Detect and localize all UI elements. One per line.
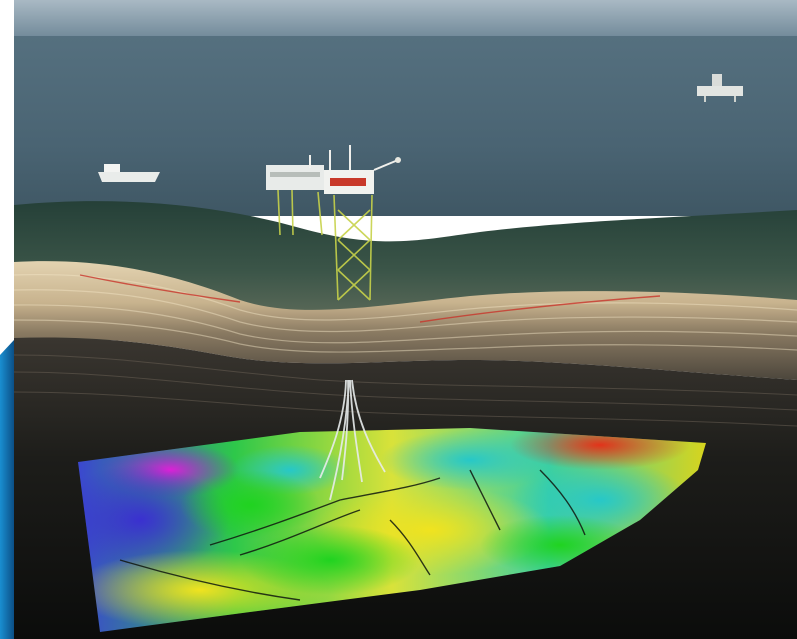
reservoir-map (78, 428, 706, 632)
well-bores-icon (319, 379, 386, 501)
platform-jacket (277, 189, 373, 301)
fault-lines (79, 274, 661, 323)
platform-icon (266, 145, 401, 194)
strata-lines (13, 274, 797, 353)
left-edge-accent (0, 340, 14, 639)
sky (14, 0, 797, 40)
sea-surface (14, 36, 797, 216)
supply-vessel-icon (98, 164, 160, 182)
distant-rig-icon (697, 74, 743, 102)
sediment-layer (14, 261, 797, 380)
